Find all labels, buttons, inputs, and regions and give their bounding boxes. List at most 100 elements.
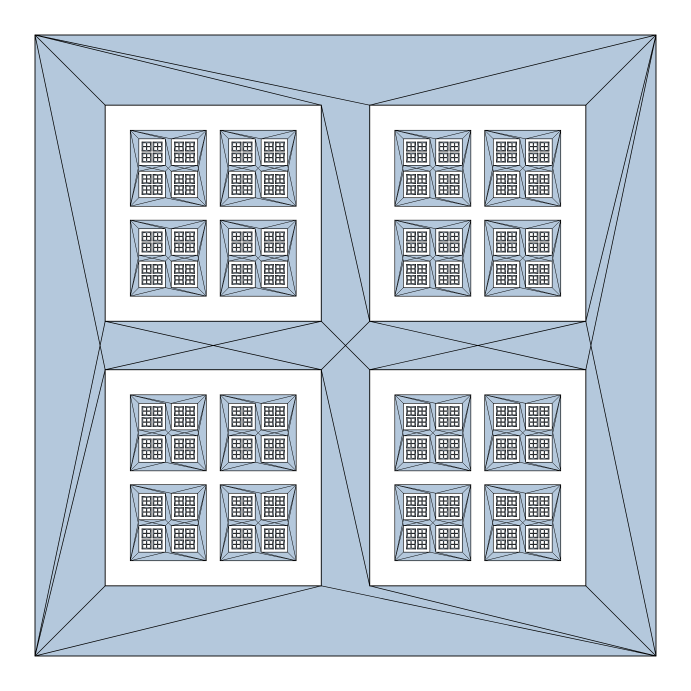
white-square (276, 276, 280, 280)
white-square (422, 247, 426, 252)
white-square (236, 186, 241, 190)
white-square (454, 146, 459, 151)
white-square (146, 450, 151, 455)
white-square (190, 175, 194, 179)
white-square (454, 186, 459, 190)
white-square (533, 186, 538, 190)
white-square (190, 422, 194, 426)
white-square (179, 280, 183, 284)
edge (34, 369, 106, 657)
edge (394, 130, 404, 140)
edge (130, 484, 166, 494)
white-square (508, 179, 512, 183)
white-square (439, 269, 444, 273)
edge (165, 165, 172, 172)
white-square (418, 232, 422, 237)
white-square (418, 269, 422, 273)
edge (484, 287, 494, 297)
white-square (422, 142, 426, 147)
edge (493, 254, 520, 262)
white-square (236, 276, 241, 280)
edge (34, 34, 106, 370)
white-square (146, 179, 151, 183)
white-square (276, 153, 280, 158)
white-square (153, 418, 158, 422)
white-square (243, 190, 248, 194)
white-square (236, 407, 241, 411)
white-square (175, 236, 179, 241)
white-square (146, 439, 151, 444)
white-square (422, 276, 426, 280)
white-square (501, 265, 505, 269)
edge (261, 219, 297, 229)
white-square (236, 236, 241, 241)
white-square (153, 265, 158, 269)
white-square (247, 280, 252, 284)
edge (197, 394, 207, 404)
edge (585, 585, 657, 657)
white-square (232, 236, 237, 241)
white-square (544, 280, 549, 284)
white-square (276, 243, 280, 248)
white-square (512, 186, 516, 190)
white-square (450, 153, 455, 158)
white-square (544, 179, 549, 183)
white-square (508, 190, 512, 194)
white-square (407, 175, 411, 179)
white-square (497, 243, 501, 248)
white-square (146, 407, 151, 411)
white-square (540, 146, 545, 151)
white-square (422, 236, 426, 241)
edge (435, 165, 463, 172)
white-square (243, 422, 248, 426)
white-square (512, 247, 516, 252)
edge (519, 171, 526, 198)
white-square (232, 439, 237, 444)
white-square (153, 153, 158, 158)
white-square (265, 418, 269, 422)
edge (287, 130, 297, 172)
edge (219, 130, 229, 140)
white-square (243, 454, 248, 459)
edge (519, 261, 526, 288)
white-square (175, 157, 179, 162)
edge (220, 197, 256, 207)
edge (34, 585, 106, 657)
white-square (186, 157, 190, 162)
edge (171, 519, 198, 526)
white-square (269, 276, 273, 280)
white-square (280, 157, 284, 162)
white-square (265, 142, 269, 147)
white-square (179, 146, 183, 151)
white-square (247, 418, 252, 422)
white-square (175, 439, 179, 444)
white-square (269, 450, 273, 455)
edge (171, 462, 207, 472)
white-square (533, 243, 538, 248)
white-square (544, 190, 549, 194)
edge (165, 519, 172, 526)
white-square (411, 280, 415, 284)
edge (219, 130, 229, 172)
edge (525, 130, 561, 140)
edge (228, 254, 256, 262)
white-square (243, 179, 248, 183)
edge (525, 287, 561, 297)
white-square (153, 157, 158, 162)
edge (519, 138, 526, 166)
edge (165, 255, 172, 262)
white-square (269, 142, 273, 147)
edge (484, 287, 520, 297)
white-square (186, 146, 190, 151)
white-square (512, 153, 516, 158)
white-square (236, 153, 241, 158)
white-square (175, 269, 179, 273)
white-square (411, 243, 415, 248)
white-square (190, 443, 194, 448)
edge (130, 220, 140, 262)
edge (429, 138, 437, 166)
white-square (411, 247, 415, 252)
white-square (153, 280, 158, 284)
white-square (186, 186, 190, 190)
white-square (186, 142, 190, 147)
